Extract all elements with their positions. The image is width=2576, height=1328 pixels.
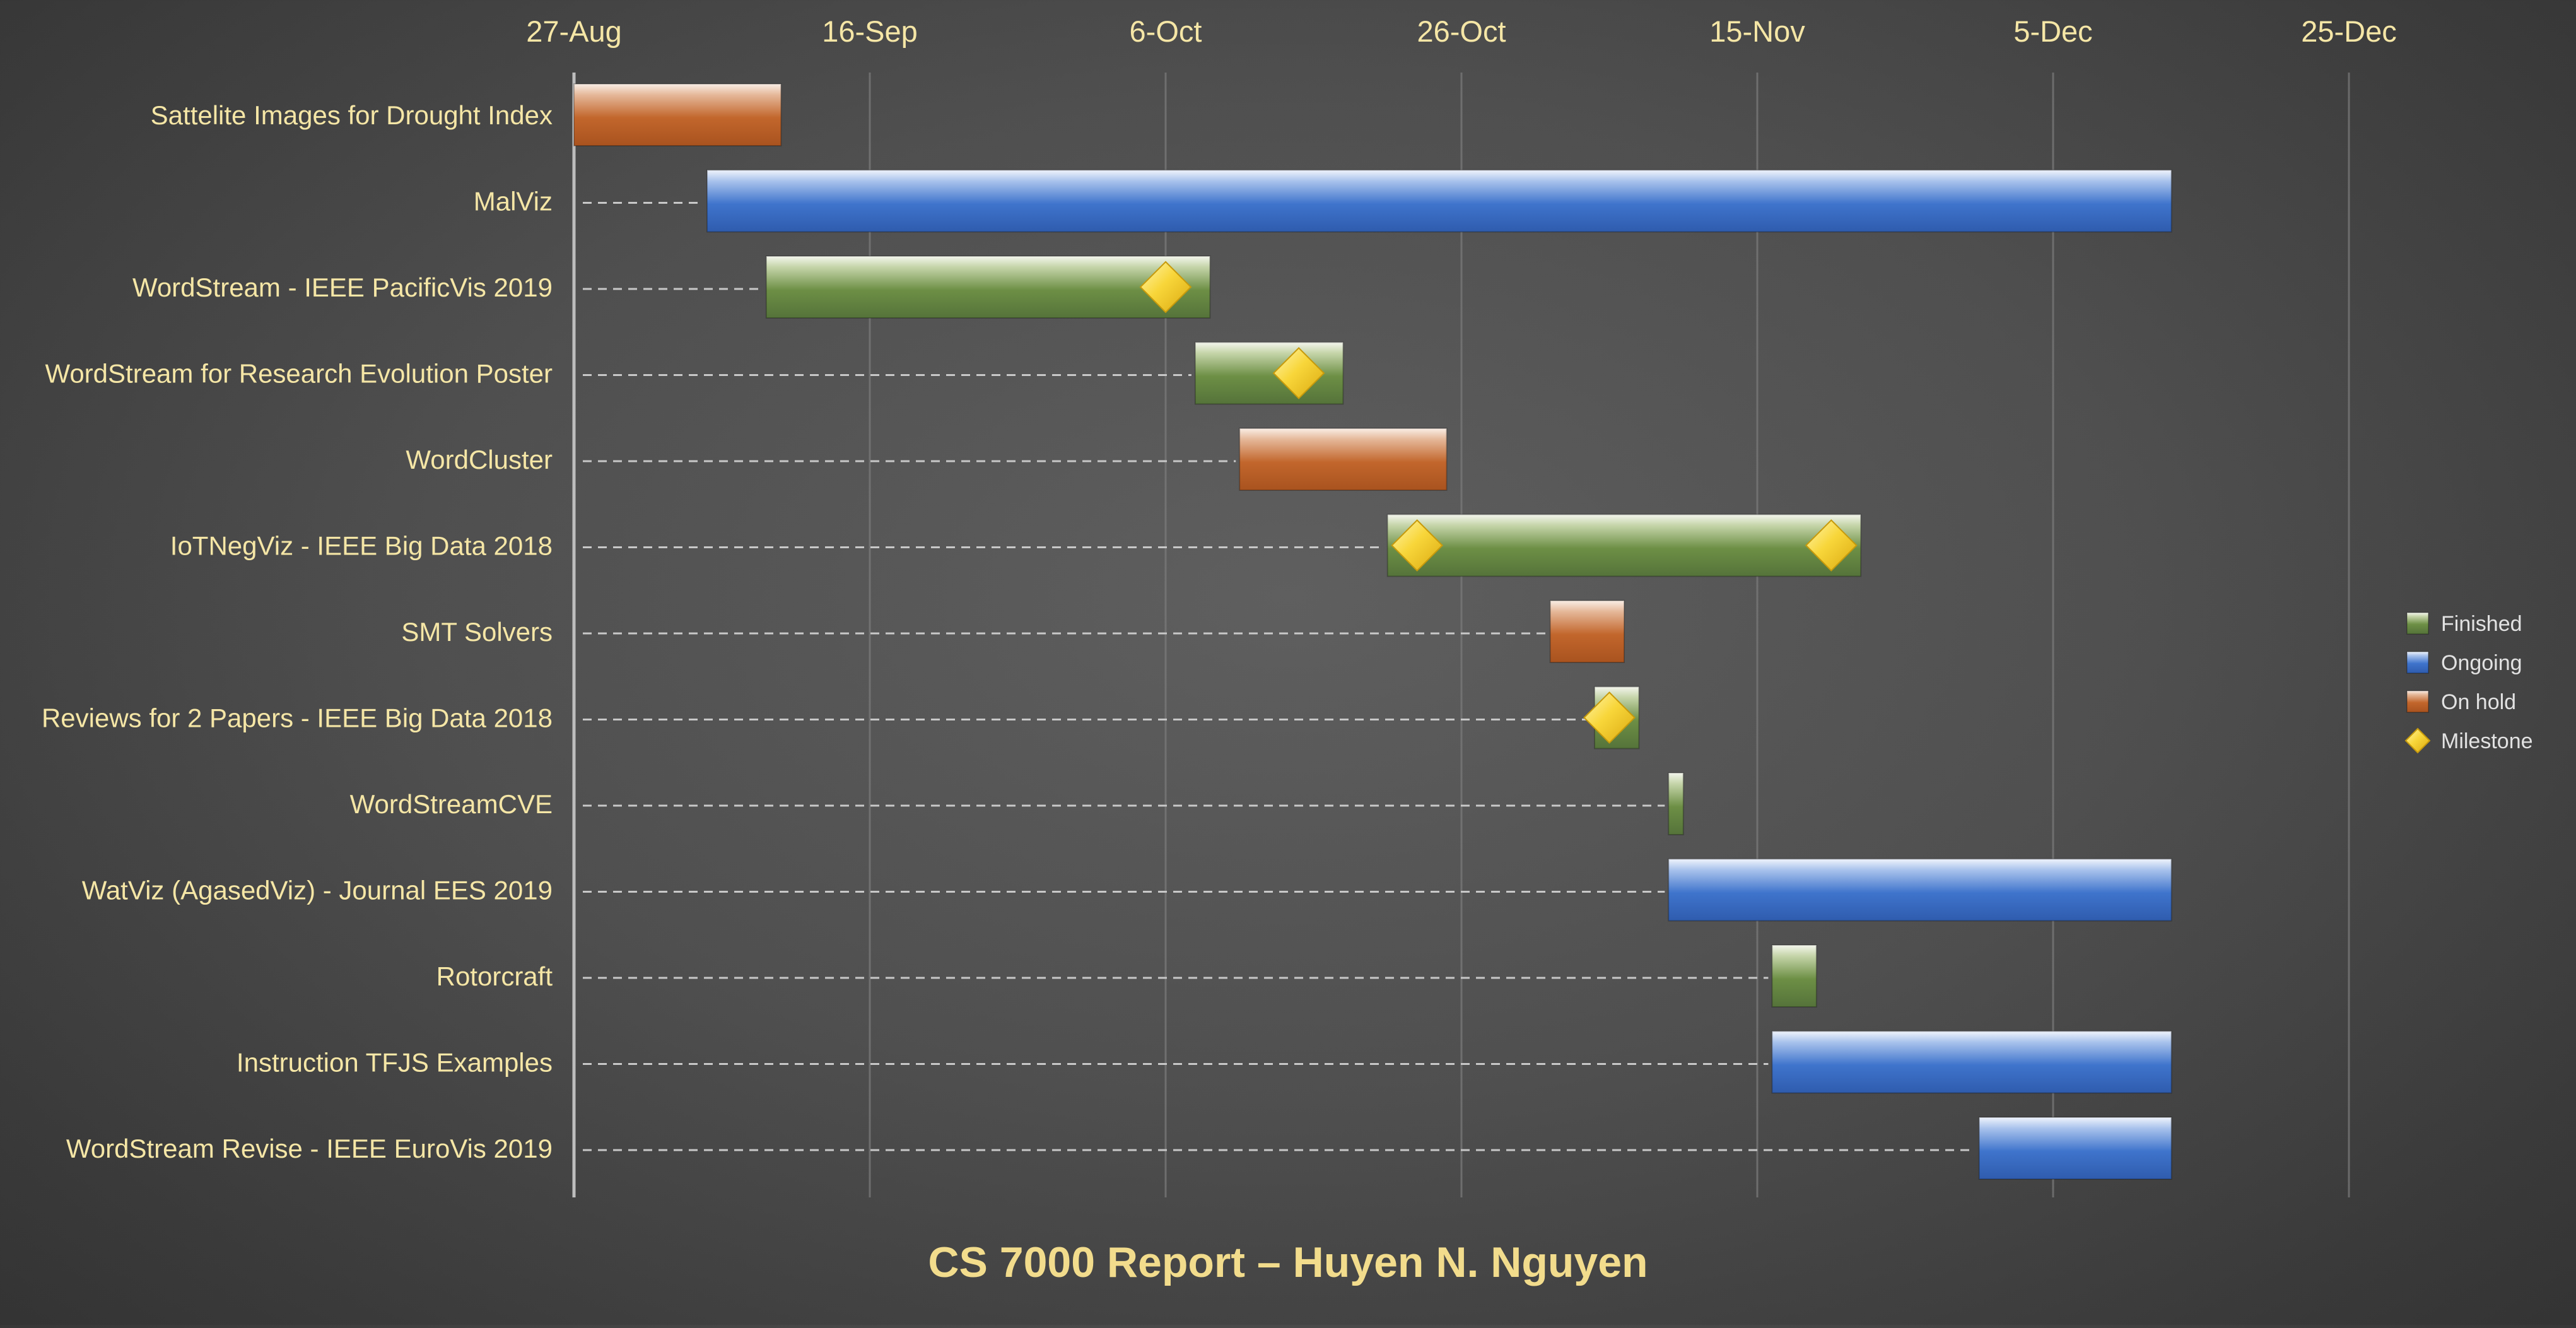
legend-label: Milestone <box>2441 729 2533 753</box>
legend-item-onhold: On hold <box>2406 690 2516 714</box>
task-bar-ongoing <box>1978 1117 2172 1180</box>
task-label: WordStream Revise - IEEE EuroVis 2019 <box>66 1134 553 1163</box>
task-label: Instruction TFJS Examples <box>237 1048 553 1078</box>
task-label: WordCluster <box>406 445 553 474</box>
legend-swatch-onhold <box>2406 690 2429 713</box>
x-tick-label: 27-Aug <box>526 15 622 48</box>
task-row: WordStreamCVE <box>350 772 1684 835</box>
task-label: Sattelite Images for Drought Index <box>151 100 553 130</box>
task-label: MalViz <box>474 187 553 216</box>
task-label: WordStream for Research Evolution Poster <box>45 359 553 389</box>
task-bar-finished <box>1386 514 1862 577</box>
x-tick-label: 16-Sep <box>822 15 918 48</box>
task-row: WordStream Revise - IEEE EuroVis 2019 <box>66 1117 2172 1180</box>
task-row: WordStream - IEEE PacificVis 2019 <box>132 256 1211 319</box>
task-row: Instruction TFJS Examples <box>237 1030 2172 1094</box>
legend-swatch-ongoing <box>2406 651 2429 674</box>
legend-label: Ongoing <box>2441 651 2522 675</box>
task-label: WordStream - IEEE PacificVis 2019 <box>132 273 553 302</box>
task-bar-onhold <box>1239 428 1448 491</box>
task-row: WordStream for Research Evolution Poster <box>45 341 1344 405</box>
x-tick-label: 5-Dec <box>2013 15 2092 48</box>
task-label: Reviews for 2 Papers - IEEE Big Data 201… <box>42 703 553 733</box>
task-label: Rotorcraft <box>436 961 553 991</box>
legend-item-finished: Finished <box>2406 612 2522 636</box>
task-row: Rotorcraft <box>436 944 1817 1008</box>
milestone-marker <box>1139 261 1192 314</box>
task-bar-onhold <box>573 83 782 146</box>
legend-label: On hold <box>2441 690 2516 714</box>
task-row: WordCluster <box>406 428 1448 491</box>
legend-label: Finished <box>2441 612 2522 636</box>
legend-swatch-finished <box>2406 612 2429 635</box>
task-row: IoTNegViz - IEEE Big Data 2018 <box>170 514 1862 577</box>
milestone-marker <box>1391 519 1444 572</box>
legend-swatch-milestone <box>2404 727 2431 754</box>
task-bar-ongoing <box>1771 1030 2172 1094</box>
task-label: IoTNegViz - IEEE Big Data 2018 <box>170 531 553 561</box>
task-bar-finished <box>1668 772 1684 835</box>
task-bar-ongoing <box>1668 858 2172 922</box>
task-bar-finished <box>765 256 1211 319</box>
x-tick-label: 25-Dec <box>2301 15 2397 48</box>
milestone-marker <box>1805 519 1858 572</box>
x-tick-label: 6-Oct <box>1130 15 1202 48</box>
task-bar-onhold <box>1549 600 1625 663</box>
x-tick-label: 26-Oct <box>1417 15 1506 48</box>
legend-item-ongoing: Ongoing <box>2406 651 2522 675</box>
task-row: MalViz <box>474 169 2172 233</box>
task-label: SMT Solvers <box>401 617 553 647</box>
task-row: Reviews for 2 Papers - IEEE Big Data 201… <box>42 686 1640 749</box>
task-bar-ongoing <box>706 169 2172 233</box>
milestone-marker <box>1583 691 1636 744</box>
task-label: WatViz (AgasedViz) - Journal EES 2019 <box>82 876 553 905</box>
x-tick-label: 15-Nov <box>1709 15 1805 48</box>
task-row: Sattelite Images for Drought Index <box>151 83 782 146</box>
task-label: WordStreamCVE <box>350 789 553 819</box>
milestone-marker <box>1272 347 1325 399</box>
task-row: WatViz (AgasedViz) - Journal EES 2019 <box>82 858 2172 922</box>
chart-title: CS 7000 Report – Huyen N. Nguyen <box>928 1238 1648 1286</box>
legend-item-milestone: Milestone <box>2404 727 2533 754</box>
task-bar-finished <box>1771 944 1817 1008</box>
task-row: SMT Solvers <box>401 600 1625 663</box>
